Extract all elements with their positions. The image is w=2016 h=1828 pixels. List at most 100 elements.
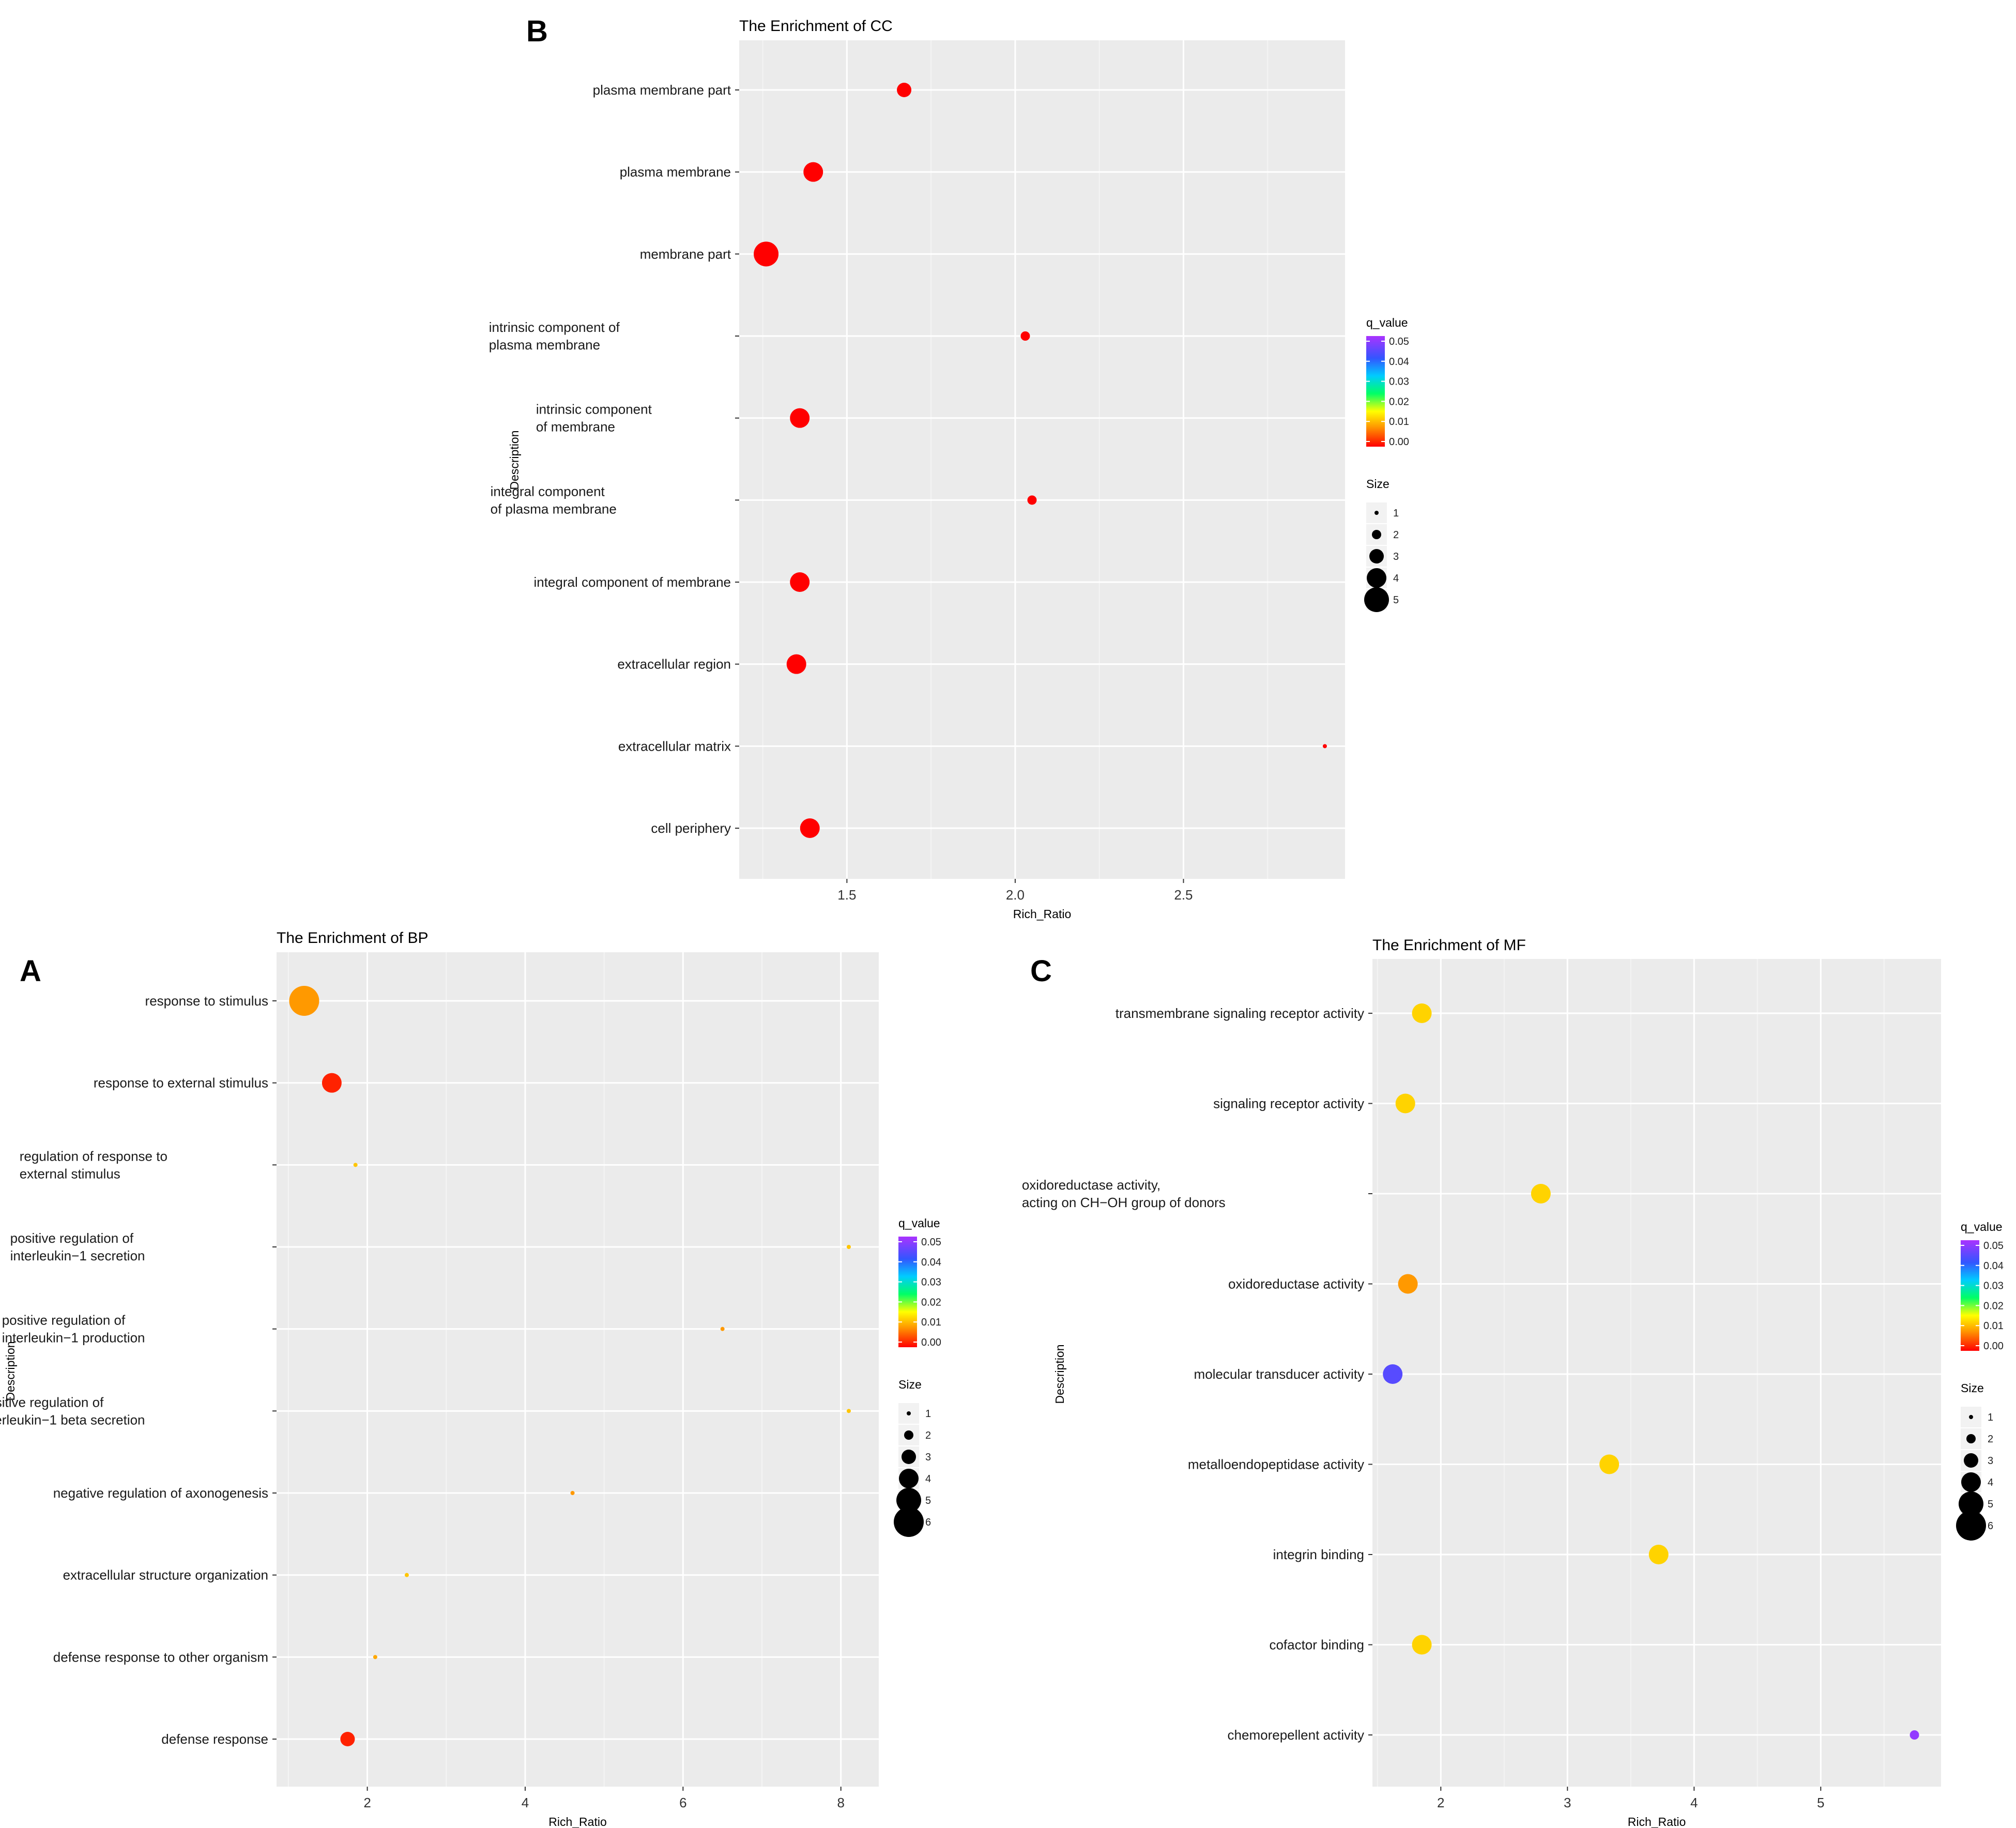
- chart-title: The Enrichment of BP: [277, 930, 428, 947]
- color-bar-label: 0.02: [1389, 396, 1409, 407]
- size-key-dot: [899, 1469, 919, 1488]
- color-bar-label: 0.00: [1983, 1340, 2004, 1352]
- size-key-dot: [894, 1507, 924, 1537]
- size-key-label: 2: [1393, 529, 1399, 541]
- data-point: [720, 1327, 725, 1331]
- size-key-label: 4: [1988, 1477, 1993, 1488]
- x-tick-label: 2.0: [1006, 887, 1025, 903]
- color-bar-label: 0.00: [1389, 436, 1409, 448]
- color-bar-label: 0.01: [1389, 416, 1409, 428]
- data-point: [1322, 744, 1327, 749]
- category-label: extracellular matrix: [618, 738, 731, 754]
- color-bar-label: 0.03: [1389, 376, 1409, 388]
- size-key-dot: [1959, 1491, 1983, 1516]
- size-key-dot: [1961, 1472, 1981, 1492]
- data-point: [790, 572, 810, 592]
- size-key-dot: [896, 1488, 921, 1513]
- category-label: transmembrane signaling receptor activit…: [1116, 1006, 1364, 1021]
- category-label: cell periphery: [651, 820, 731, 836]
- size-key-label: 1: [1393, 508, 1399, 519]
- color-bar-label: 0.05: [921, 1237, 941, 1248]
- x-tick-label: 4: [1690, 1795, 1698, 1810]
- panel-letter: A: [20, 954, 41, 988]
- color-bar-label: 0.01: [1983, 1320, 2004, 1332]
- x-axis-title: Rich_Ratio: [1628, 1815, 1686, 1828]
- data-point: [1395, 1093, 1415, 1114]
- chart-title: The Enrichment of CC: [739, 18, 893, 35]
- data-point: [1648, 1545, 1669, 1564]
- data-point: [1398, 1274, 1418, 1294]
- y-axis-title: Description: [1053, 1344, 1066, 1404]
- category-label: defense response to other organism: [53, 1649, 268, 1665]
- category-label: metalloendopeptidase activity: [1188, 1457, 1364, 1472]
- category-label: integral component of membrane: [533, 574, 731, 590]
- legend-color-title: q_value: [1961, 1220, 2003, 1233]
- color-bar-label: 0.04: [1389, 356, 1409, 368]
- data-point: [1027, 495, 1037, 505]
- color-bar-label: 0.01: [921, 1317, 941, 1328]
- data-point: [289, 986, 319, 1016]
- color-bar-label: 0.02: [1983, 1300, 2004, 1312]
- data-point: [846, 1409, 851, 1413]
- data-point: [404, 1573, 409, 1577]
- category-label: oxidoreductase activity, acting on CH−OH …: [1022, 1177, 1226, 1210]
- x-tick-label: 4: [522, 1795, 529, 1810]
- size-key-label: 4: [925, 1473, 931, 1485]
- size-key-dot: [1367, 568, 1386, 588]
- data-point: [1020, 331, 1030, 341]
- data-point: [1910, 1730, 1919, 1740]
- category-label: intrinsic component of membrane: [536, 402, 652, 435]
- x-tick-label: 2: [363, 1795, 371, 1810]
- data-point: [1383, 1364, 1403, 1384]
- size-key-label: 1: [925, 1408, 931, 1420]
- size-key-label: 1: [1988, 1412, 1993, 1423]
- x-tick-label: 1.5: [837, 887, 856, 903]
- legend-size-title: Size: [898, 1378, 922, 1391]
- size-key-dot: [1374, 511, 1379, 515]
- data-point: [846, 1245, 851, 1249]
- category-label: cofactor binding: [1269, 1637, 1364, 1653]
- category-label: regulation of response to external stimul…: [20, 1148, 167, 1181]
- y-axis-title: Description: [4, 1341, 17, 1400]
- size-key-label: 5: [1988, 1499, 1993, 1510]
- size-key-label: 2: [1988, 1434, 1993, 1445]
- x-tick-label: 6: [679, 1795, 686, 1810]
- category-label: extracellular structure organization: [63, 1567, 268, 1583]
- color-bar-label: 0.03: [921, 1277, 941, 1288]
- color-bar: [1366, 336, 1385, 447]
- size-key-label: 4: [1393, 573, 1399, 584]
- category-label: response to stimulus: [145, 993, 268, 1009]
- color-bar-label: 0.04: [1983, 1260, 2004, 1272]
- y-axis-title: Description: [508, 430, 521, 490]
- x-axis-title: Rich_Ratio: [548, 1815, 607, 1828]
- x-tick-label: 3: [1564, 1795, 1571, 1810]
- size-key-dot: [1966, 1434, 1976, 1443]
- plot-background: [739, 40, 1345, 879]
- category-label: intrinsic component of plasma membrane: [489, 319, 620, 353]
- data-point: [790, 408, 810, 428]
- data-point: [1412, 1003, 1432, 1023]
- size-key-dot: [1964, 1453, 1978, 1468]
- category-label: oxidoreductase activity: [1228, 1276, 1364, 1292]
- x-tick-label: 2.5: [1174, 887, 1193, 903]
- color-bar: [898, 1237, 917, 1347]
- size-key-dot: [1372, 530, 1381, 539]
- data-point: [897, 83, 912, 97]
- legend-size-title: Size: [1366, 477, 1389, 491]
- size-key-dot: [904, 1430, 913, 1440]
- color-bar-label: 0.05: [1983, 1240, 2004, 1252]
- size-key-label: 3: [925, 1452, 931, 1463]
- panel-b: B The Enrichment of CC 1.5 2.0 2.5 plasma mem…: [489, 14, 1409, 921]
- category-label: negative regulation of axonogenesis: [53, 1485, 268, 1501]
- plot-background: [277, 952, 879, 1787]
- legend-color-title: q_value: [1366, 316, 1408, 329]
- color-bar-label: 0.02: [921, 1297, 941, 1308]
- data-point: [786, 654, 806, 674]
- size-key-label: 3: [1393, 551, 1399, 562]
- data-point: [373, 1655, 377, 1659]
- data-point: [1531, 1184, 1551, 1204]
- category-label: plasma membrane part: [593, 82, 731, 98]
- legend-color-title: q_value: [898, 1216, 940, 1230]
- panel-letter: C: [1030, 954, 1052, 988]
